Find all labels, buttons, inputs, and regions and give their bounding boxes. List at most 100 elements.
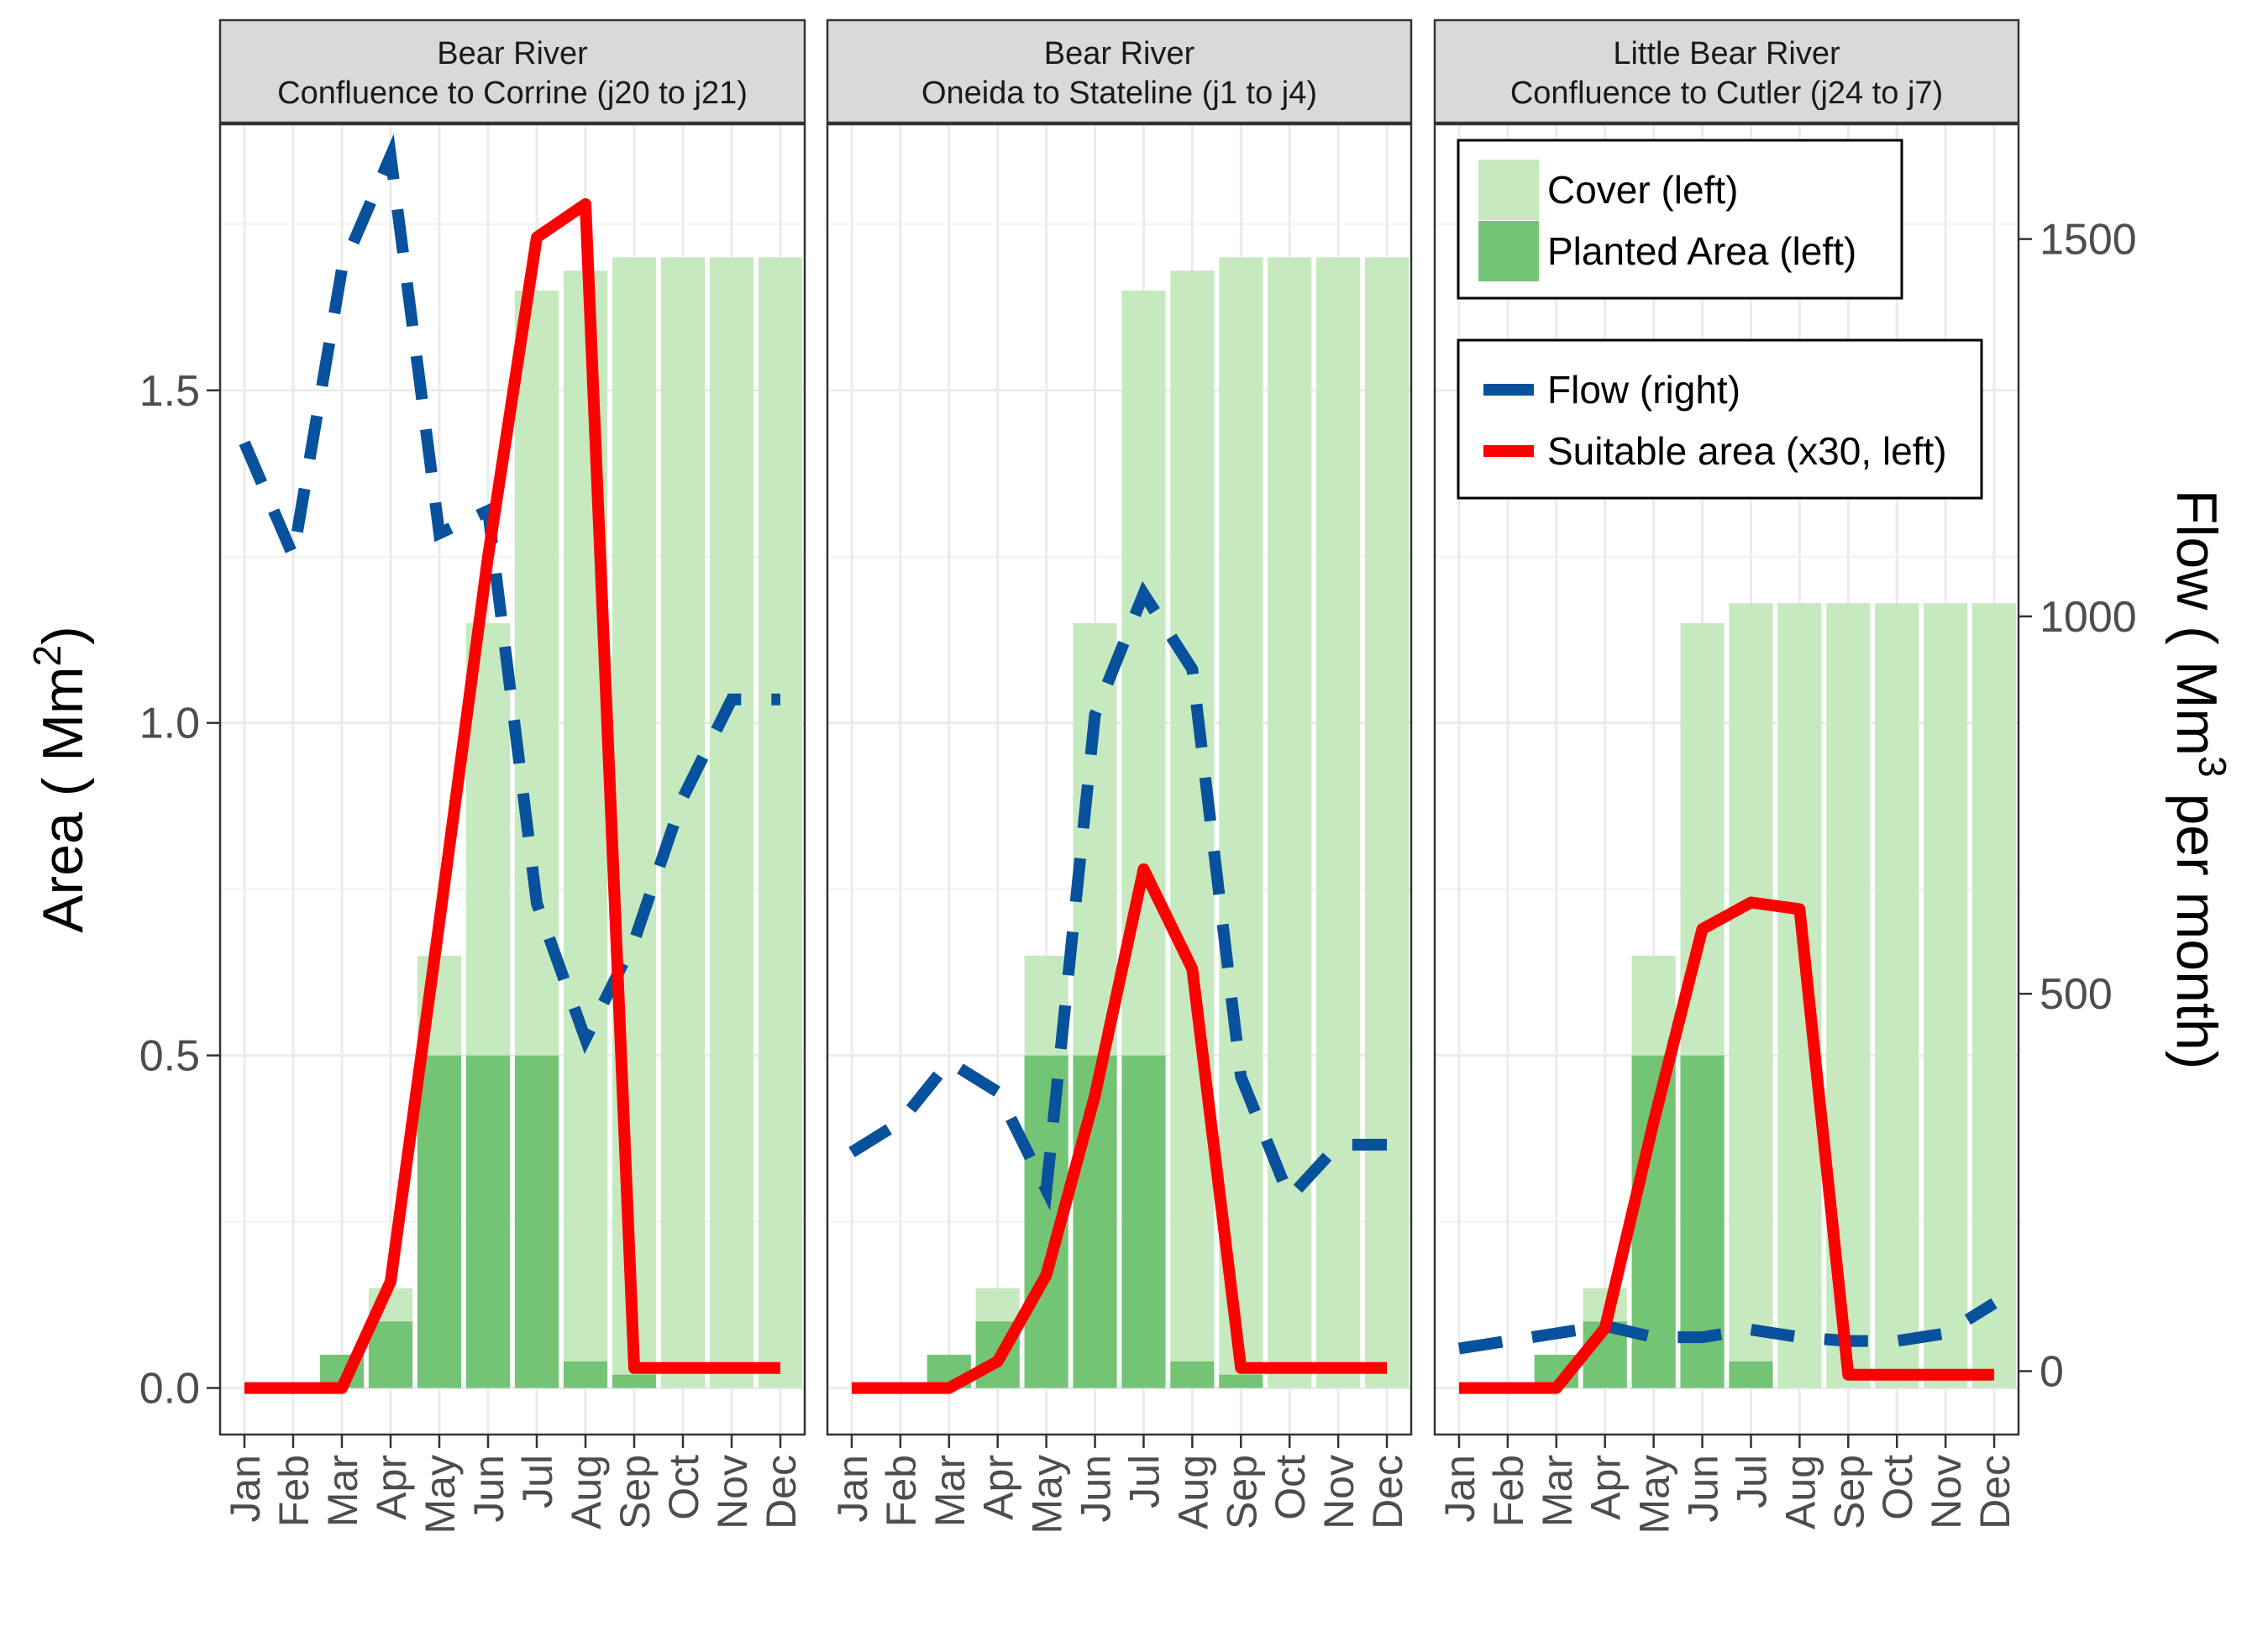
legend-label: Cover (left) (1547, 168, 1738, 212)
facet-title-line2: Confluence to Corrine (j20 to j21) (277, 76, 748, 111)
suitable-area-line (1458, 896, 1995, 1394)
x-tick-label: Jun (1680, 1455, 1727, 1523)
x-tick-label: Jan (829, 1455, 876, 1523)
x-tick-label: Oct (1874, 1455, 1921, 1520)
cover-bar (1729, 603, 1773, 1388)
x-tick-label: Nov (1315, 1455, 1362, 1529)
x-tick-label: Jul (1121, 1455, 1168, 1508)
planted-bar (612, 1374, 657, 1388)
x-tick-label: Dec (1364, 1455, 1411, 1529)
left-axis-title: Area ( Mm2) (25, 626, 95, 933)
cover-bar (1777, 603, 1822, 1388)
planted-bar (563, 1361, 608, 1388)
planted-bar (1170, 1361, 1215, 1388)
facet-title-line2: Confluence to Cutler (j24 to j7) (1510, 76, 1943, 111)
left-axis-tick-label: 0.0 (139, 1365, 200, 1414)
x-tick-label: Mar (927, 1455, 974, 1527)
panel-border (1433, 123, 2020, 1436)
legend-lines: Flow (right) Suitable area (x30, left) (1457, 338, 1983, 500)
panel-border (826, 123, 1413, 1436)
facet-title-line1: Little Bear River (1613, 36, 1840, 71)
panel-background (220, 124, 805, 1435)
legend-box (1457, 338, 1983, 500)
suitable-area-line (851, 863, 1388, 1394)
planted-bar (368, 1321, 413, 1388)
facet-strip (826, 18, 1413, 124)
cover-bar (1170, 270, 1215, 1388)
x-tick-label: Apr (368, 1455, 415, 1520)
x-tick-label: Apr (1583, 1455, 1630, 1520)
suitable-area-line (244, 198, 780, 1394)
left-axis-tick-label: 1.5 (139, 367, 200, 416)
right-axis-title-end: per month) (2165, 778, 2229, 1070)
facet-strip (218, 18, 806, 124)
planted-bar (417, 1055, 462, 1388)
x-tick-label: Apr (975, 1455, 1022, 1520)
cover-bar (1924, 603, 1968, 1388)
right-axis-tick-label: 1000 (2040, 593, 2137, 642)
panel-border (218, 123, 806, 1436)
legend-label: Planted Area (left) (1547, 229, 1856, 273)
x-tick-label: Sep (1218, 1455, 1265, 1529)
facet-title-line2: Oneida to Stateline (j1 to j4) (921, 76, 1317, 111)
cover-bar (1268, 257, 1312, 1388)
left-axis-title-text: Area ( Mm (31, 666, 95, 932)
cover-bar (758, 257, 803, 1388)
x-tick-label: Jun (1073, 1455, 1120, 1523)
panel-1: Bear River Confluence to Corrine (j20 to … (218, 18, 806, 1534)
planted-bar (514, 1055, 559, 1388)
x-tick-label: Nov (1923, 1455, 1970, 1529)
x-tick-label: Feb (270, 1455, 318, 1527)
flow-line (239, 134, 780, 1054)
x-tick-label: Aug (1169, 1455, 1216, 1529)
x-tick-label: Oct (660, 1455, 707, 1520)
cover-bar (1219, 257, 1263, 1388)
x-tick-label: Jan (222, 1455, 269, 1523)
x-tick-label: Mar (1534, 1455, 1581, 1527)
panel-2: Bear River Oneida to Stateline (j1 to j4)… (826, 18, 1413, 1534)
cover-bar (709, 257, 754, 1388)
planted-bar (1219, 1374, 1263, 1388)
left-axis-title-end: ) (31, 626, 95, 645)
x-tick-label: Feb (878, 1455, 925, 1527)
right-axis-title-text: Flow ( Mm (2165, 490, 2229, 756)
x-tick-label: Oct (1267, 1455, 1314, 1520)
right-axis-tick-label: 1500 (2040, 216, 2137, 265)
x-tick-label: May (1631, 1455, 1678, 1534)
panel-background (827, 124, 1411, 1435)
facet-title-line1: Bear River (437, 36, 588, 71)
x-tick-label: Jan (1436, 1455, 1483, 1523)
x-tick-label: Sep (1825, 1455, 1872, 1529)
right-axis-title-sup: 3 (2191, 756, 2234, 778)
x-tick-label: May (1024, 1455, 1071, 1534)
legend-label: Suitable area (x30, left) (1547, 429, 1947, 473)
left-axis-tick-label: 1.0 (139, 700, 200, 748)
legend-key-swatch (1478, 160, 1539, 220)
cover-bar (1364, 257, 1410, 1388)
x-tick-label: Dec (758, 1455, 805, 1529)
left-axis-tick-label: 0.5 (139, 1032, 200, 1081)
x-tick-label: Feb (1485, 1455, 1532, 1527)
cover-bar (1875, 603, 1919, 1388)
facet-strip (1433, 18, 2020, 124)
x-tick-label: Dec (1971, 1455, 2019, 1529)
cover-bar (1971, 603, 2017, 1388)
planted-bar (465, 1055, 511, 1388)
legend-key-swatch (1478, 221, 1539, 281)
facet-title-line1: Bear River (1044, 36, 1195, 71)
right-axis-tick-label: 500 (2040, 970, 2113, 1019)
planted-bar (1729, 1361, 1773, 1388)
x-tick-label: Aug (563, 1455, 610, 1529)
flow-line (848, 580, 1388, 1211)
x-tick-label: Jul (514, 1455, 561, 1508)
right-axis-title: Flow ( Mm3 per month) (2165, 490, 2234, 1070)
x-tick-label: Jun (465, 1455, 512, 1523)
x-tick-label: Sep (612, 1455, 659, 1529)
right-axis-tick-label: 0 (2040, 1348, 2064, 1397)
x-tick-label: Jul (1728, 1455, 1775, 1508)
cover-bar (660, 257, 706, 1388)
x-tick-label: May (417, 1455, 464, 1534)
x-tick-label: Mar (319, 1455, 366, 1527)
cover-bar (612, 257, 657, 1388)
